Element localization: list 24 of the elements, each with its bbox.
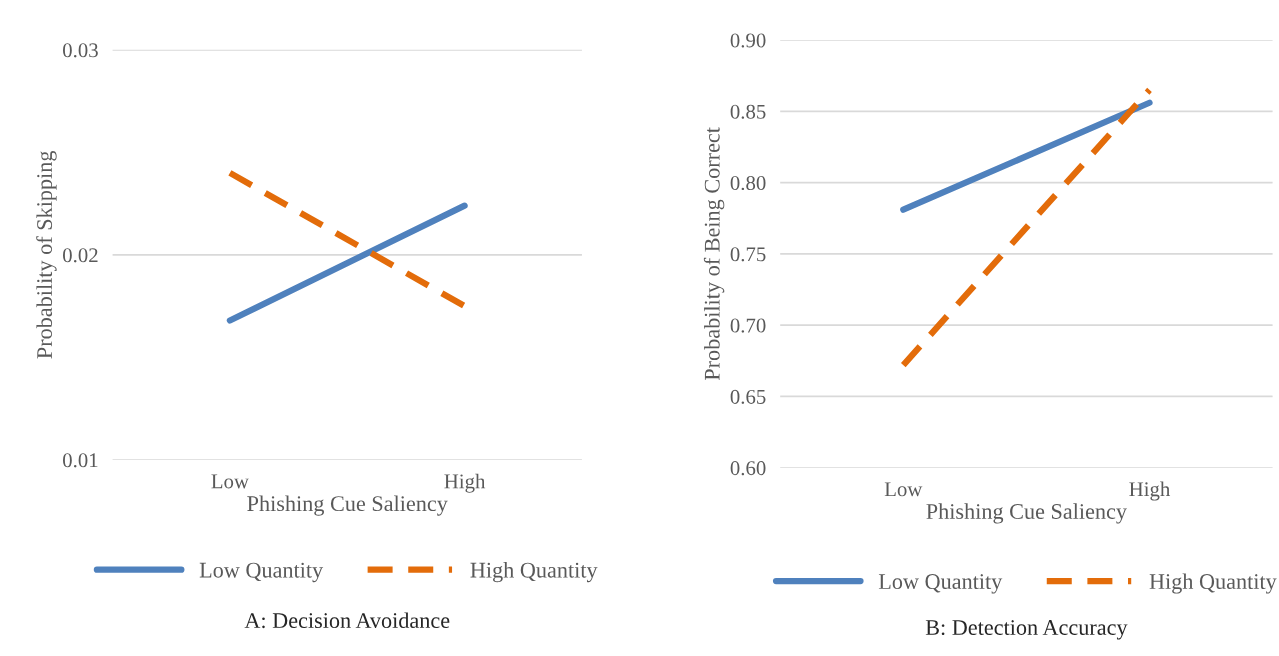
legend-label: Low Quantity	[199, 562, 324, 583]
y-axis-title: Probability of Skipping	[36, 150, 57, 359]
x-tick-label: High	[1129, 481, 1171, 501]
legend-label: High Quantity	[1149, 573, 1277, 594]
text: A: Decision Avoidance	[244, 612, 450, 629]
y-tick-label: 0.60	[730, 461, 766, 476]
text: B: Detection Accuracy	[925, 620, 1128, 640]
y-tick-label: 0.70	[730, 318, 766, 333]
x-tick-label: Low	[884, 482, 923, 497]
y-tick-label: 0.85	[730, 104, 766, 119]
y-tick-label: 0.01	[63, 453, 98, 468]
x-tick-label: High	[444, 473, 486, 493]
legend-label: High Quantity	[470, 561, 598, 583]
x-axis-title: Phishing Cue Saliency	[247, 495, 448, 516]
y-tick-label: 0.02	[63, 248, 98, 263]
x-tick-label: Low	[211, 474, 249, 489]
y-axis-title: Probability of Being Correct	[703, 127, 725, 381]
legend-label: Low Quantity	[878, 574, 1003, 594]
y-tick-label: 0.65	[730, 389, 766, 404]
y-tick-label: 0.90	[730, 33, 766, 48]
x-axis-title: Phishing Cue Saliency	[926, 503, 1127, 524]
y-tick-label: 0.75	[730, 247, 766, 262]
y-tick-label: 0.80	[730, 175, 766, 191]
y-tick-label: 0.03	[63, 43, 98, 58]
